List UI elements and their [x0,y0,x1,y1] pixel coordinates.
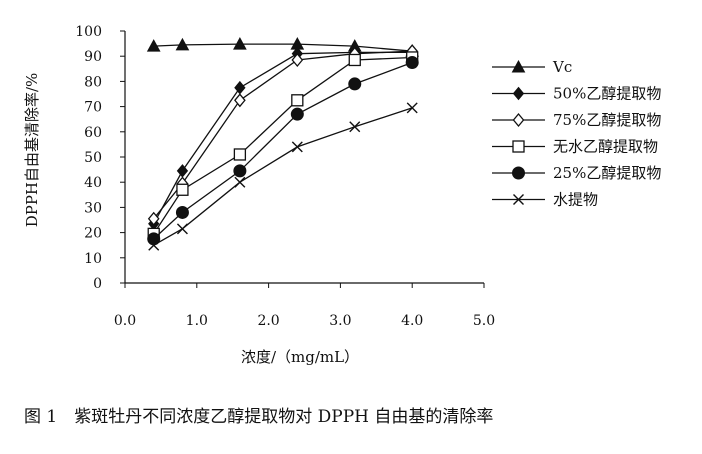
data-point-marker [234,93,246,108]
legend-entry: 25%乙醇提取物 [492,164,661,182]
data-point-marker [512,140,525,153]
y-tick-label: 30 [84,200,102,216]
data-point-marker [175,37,190,51]
data-point-marker [291,141,303,153]
legend-label: 75%乙醇提取物 [553,111,661,129]
axes: 0 10 20 30 40 50 60 70 80 90 100 0.0 1.0 2.0 3.0 4.0 5.0 [75,24,495,329]
data-point-marker [512,166,525,180]
data-point-marker [513,194,524,205]
x-tick-label: 3.0 [329,313,351,329]
data-point-marker [349,121,361,133]
series-group [147,44,419,226]
data-point-marker [511,59,526,73]
x-tick-label: 2.0 [257,313,279,329]
data-point-marker [175,205,189,219]
data-point-marker [147,211,160,226]
data-point-marker [233,164,247,178]
legend-entry: 无水乙醇提取物 [492,138,658,156]
y-tick-label: 0 [93,276,102,292]
data-point-marker [146,39,161,52]
series-line [153,107,413,246]
data-point-marker [176,223,188,235]
data-point-marker [290,107,304,121]
data-point-marker [234,176,246,188]
y-tick-label: 80 [84,74,102,90]
legend-label: Vc [552,58,572,76]
series-group [147,56,419,246]
x-axis-title: 浓度/（mg/mL） [241,348,359,366]
data-point-marker [291,52,304,67]
series-line [153,56,413,235]
data-point-marker [148,239,160,251]
series-group [148,102,418,251]
data-point-marker [512,112,525,128]
y-tick-label: 100 [75,24,102,40]
y-tick-label: 70 [84,100,102,116]
data-point-marker [233,37,247,50]
legend-entry: 75%乙醇提取物 [492,111,661,129]
y-tick-label: 60 [84,125,102,141]
data-point-marker [405,56,419,69]
series-line [153,43,413,52]
legend-entry: Vc [492,58,572,76]
y-tick-label: 40 [84,175,102,191]
series-line [153,61,413,240]
legend-label: 水提物 [553,191,598,209]
legend-label: 25%乙醇提取物 [553,164,661,182]
data-point-marker [406,102,418,114]
series-line [153,51,413,225]
series-layer [146,37,420,251]
y-axis-title: DPPH自由基清除率/% [23,73,41,228]
cross-stroke [349,121,361,133]
cross-stroke [406,102,418,114]
cross-stroke [291,141,303,153]
series-group [148,45,418,231]
legend-label: 50%乙醇提取物 [553,85,661,103]
data-point-marker [291,94,304,107]
x-tick-label: 5.0 [473,313,495,329]
cross-stroke [234,176,246,188]
data-point-marker [348,53,361,67]
y-tick-label: 50 [84,150,102,166]
cross-stroke [513,194,524,205]
data-point-marker [348,77,362,91]
data-point-marker [233,148,247,161]
legend-label: 无水乙醇提取物 [553,138,658,156]
figure-caption: 图 1 紫斑牡丹不同浓度乙醇提取物对 DPPH 自由基的清除率 [24,407,493,427]
data-point-marker [176,183,189,196]
cross-stroke [176,223,188,235]
y-tick-label: 20 [84,226,102,242]
x-tick-label: 1.0 [186,313,208,329]
legend-entry: 50%乙醇提取物 [492,85,661,103]
y-tick-label: 10 [84,251,102,267]
x-tick-label: 4.0 [401,313,423,329]
cross-stroke [148,239,160,251]
y-tick-label: 90 [84,49,102,65]
x-tick-label: 0.0 [114,313,136,329]
series-group [146,37,420,57]
data-point-marker [512,86,525,101]
legend-entry: 水提物 [492,191,598,209]
